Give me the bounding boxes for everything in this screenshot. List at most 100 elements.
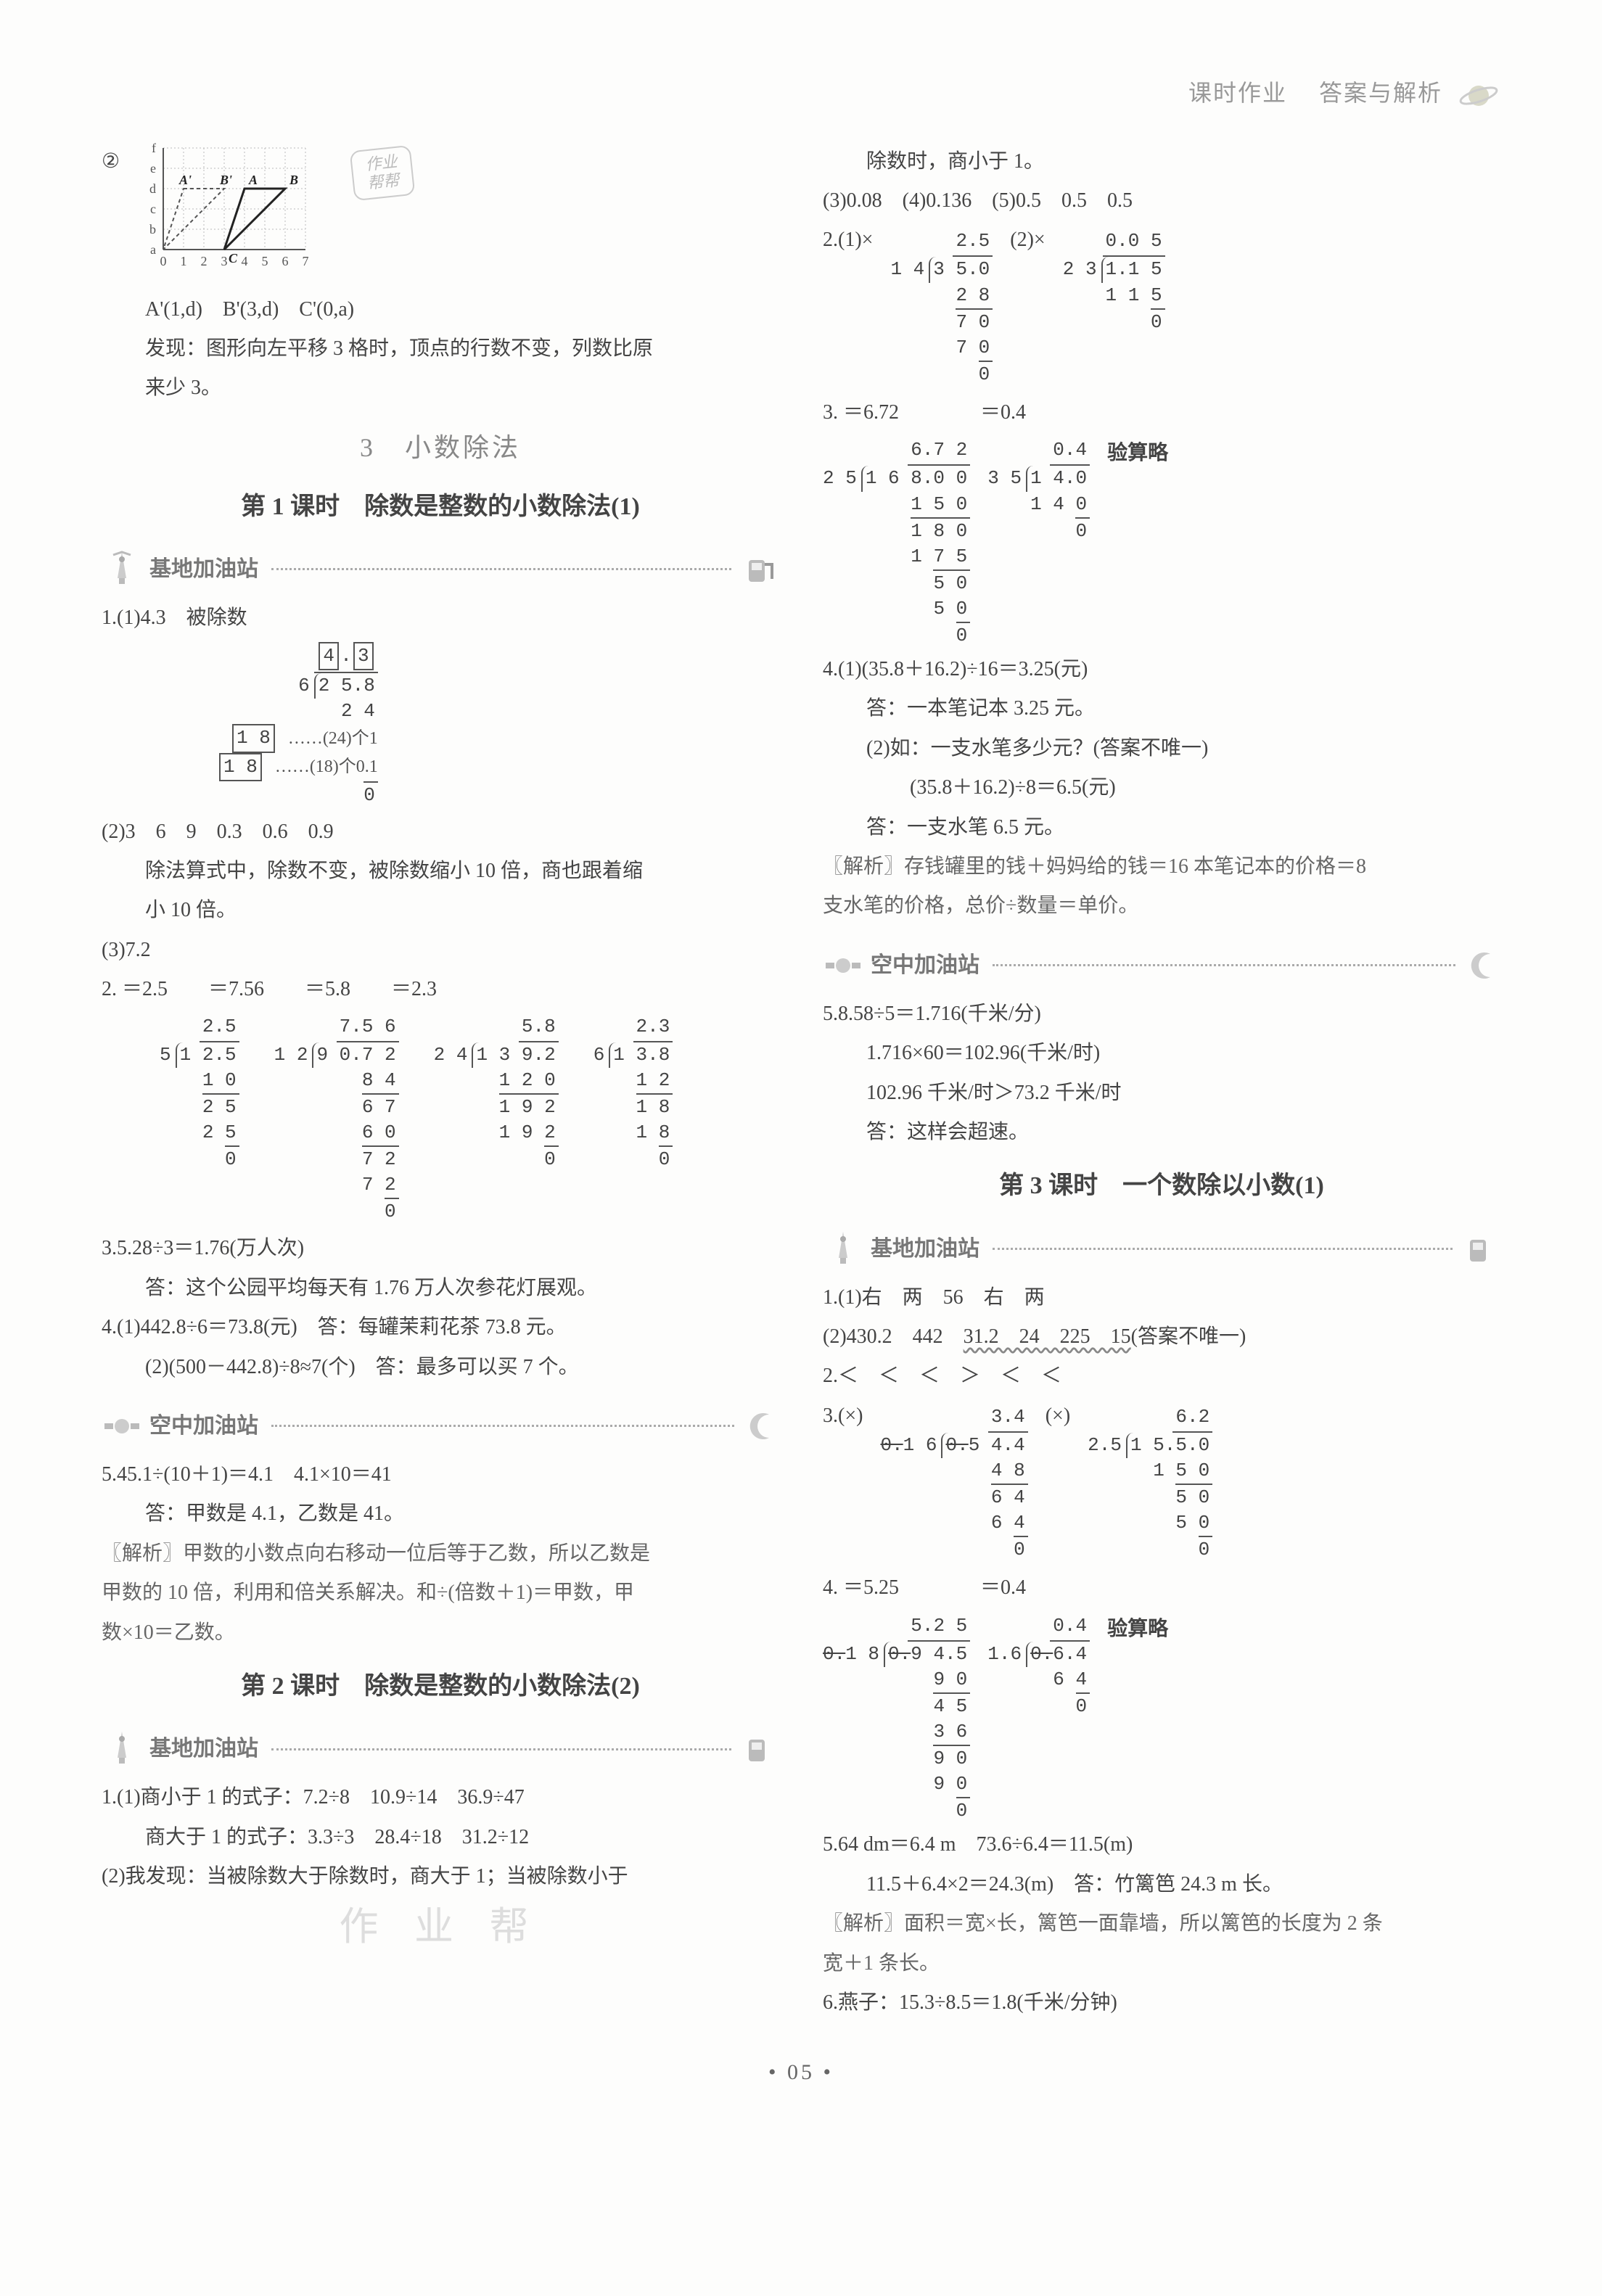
l3-q5b: 11.5＋6.4×2＝24.3(m) 答：竹篱笆 24.3 m 长。 bbox=[823, 1867, 1500, 1903]
left-column: ② fedcba01234567A'AB'BC 作业 帮帮 A'(1,d) B'… bbox=[102, 141, 779, 2025]
r4g: 支水笔的价格，总价÷数量＝单价。 bbox=[823, 888, 1500, 924]
lesson-1-title: 第 1 课时 除数是整数的小数除法(1) bbox=[102, 485, 779, 529]
q5b: 答：甲数是 4.1，乙数是 41。 bbox=[102, 1496, 779, 1532]
lighthouse-icon bbox=[102, 1729, 142, 1769]
stamp-line2: 帮帮 bbox=[366, 171, 400, 194]
l3-q1b-post: (答案不唯一) bbox=[1131, 1325, 1246, 1348]
stamp-line1: 作业 bbox=[364, 152, 398, 174]
r3-head-row: 3. ＝6.72 ＝0.4 bbox=[823, 395, 1500, 431]
svg-text:A': A' bbox=[178, 173, 192, 187]
station-label: 基地加油站 bbox=[871, 1230, 979, 1269]
l3-q5d: 宽＋1 条长。 bbox=[823, 1946, 1500, 1982]
station-dots bbox=[271, 568, 731, 570]
q3b: 答：这个公园平均每天有 1.76 万人次参花灯展观。 bbox=[102, 1270, 779, 1307]
two-column-layout: ② fedcba01234567A'AB'BC 作业 帮帮 A'(1,d) B'… bbox=[102, 141, 1500, 2025]
l3-q5a: 5.64 dm＝6.4 m 73.6÷6.4＝11.5(m) bbox=[823, 1827, 1500, 1863]
svg-text:c: c bbox=[150, 202, 156, 216]
r3-longdiv-1: 6.7 22 51 6 8.0 01 5 01 8 01 7 55 05 00 bbox=[823, 431, 970, 649]
q1-2a: (2)3 6 9 0.3 0.6 0.9 bbox=[102, 814, 779, 850]
l3-q1b-pre: (2)430.2 442 bbox=[823, 1325, 964, 1348]
l3q4-longdiv-1: 5.2 50.1 80.9 4.59 04 53 69 09 00 bbox=[823, 1607, 970, 1824]
dot: . bbox=[340, 645, 352, 667]
l3-q3-row: 3.(×) 3.40.1 60.5 4.44 86 46 40 (×) 6.22… bbox=[823, 1398, 1500, 1563]
r2-longdiv-1: 2.51 43 5.02 87 07 00 bbox=[890, 222, 993, 387]
l3q4-longdiv-2: 0.41.60.6.46 40 bbox=[987, 1607, 1090, 1719]
annot: ……(24)个1 bbox=[276, 727, 378, 750]
lesson-2-title: 第 2 课时 除数是整数的小数除法(2) bbox=[102, 1664, 779, 1708]
r4e: 答：一支水笔 6.5 元。 bbox=[823, 810, 1500, 846]
r4c: (2)如：一支水笔多少元？(答案不唯一) bbox=[823, 731, 1500, 767]
svg-text:a: a bbox=[150, 242, 156, 257]
station-dots bbox=[993, 964, 1455, 966]
r4b: 答：一本笔记本 3.25 元。 bbox=[823, 691, 1500, 727]
r3-row: 6.7 22 51 6 8.0 01 5 01 8 01 7 55 05 00 … bbox=[823, 431, 1500, 649]
r4f: 〖解析〗存钱罐里的钱＋妈妈给的钱＝16 本笔记本的价格＝8 bbox=[823, 849, 1500, 885]
q5a: 5.45.1÷(10＋1)＝4.1 4.1×10＝41 bbox=[102, 1457, 779, 1493]
longdiv-4-3: 4.3 6 2 5.8 2 4 1 8……(24)个1 1 8……(18)个0.… bbox=[218, 642, 378, 808]
l3-q1b: (2)430.2 442 31.2 24 225 15(答案不唯一) bbox=[823, 1319, 1500, 1355]
l2-q1a: 1.(1)商小于 1 的式子：7.2÷8 10.9÷14 36.9÷47 bbox=[102, 1779, 779, 1816]
page-header: 课时作业 答案与解析 bbox=[102, 73, 1500, 115]
r1: (3)0.08 (4)0.136 (5)0.5 0.5 0.5 bbox=[823, 183, 1500, 219]
l2-q1c: (2)我发现：当被除数大于除数时，商大于 1；当被除数小于 bbox=[102, 1859, 779, 1895]
l3-q4-head-row: 4. ＝5.25 ＝0.4 bbox=[823, 1570, 1500, 1606]
r5d: 答：这样会超速。 bbox=[823, 1114, 1500, 1151]
step: 2 4 bbox=[341, 699, 378, 724]
dividend: 2 5.8 bbox=[314, 673, 378, 699]
chapter-3-title: 3 小数除法 bbox=[102, 424, 779, 472]
svg-text:1: 1 bbox=[181, 254, 187, 268]
right-column: 除数时，商小于 1。 (3)0.08 (4)0.136 (5)0.5 0.5 0… bbox=[823, 141, 1500, 2025]
l3q3-longdiv-2: 6.22.51 5.5.01 5 05 05 00 bbox=[1088, 1398, 1212, 1563]
r2-row: 2.(1)× 2.51 43 5.02 87 07 00 (2)× 0.0 52… bbox=[823, 222, 1500, 387]
svg-text:A: A bbox=[248, 173, 258, 187]
finding-2: 来少 3。 bbox=[102, 370, 779, 406]
l3-q1a: 1.(1)右 两 56 右 两 bbox=[823, 1280, 1500, 1316]
annot: ……(18)个0.1 bbox=[263, 755, 378, 778]
svg-text:d: d bbox=[149, 181, 156, 196]
svg-text:f: f bbox=[152, 141, 156, 155]
svg-text:7: 7 bbox=[303, 254, 309, 268]
station-label: 基地加油站 bbox=[149, 1729, 258, 1769]
header-text-2: 答案与解析 bbox=[1319, 80, 1442, 106]
station-sky-1: 空中加油站 bbox=[102, 1406, 779, 1447]
finding-1: 发现：图形向左平移 3 格时，顶点的行数不变，列数比原 bbox=[102, 331, 779, 367]
planet-icon bbox=[1457, 81, 1500, 110]
r5c: 102.96 千米/时＞73.2 千米/时 bbox=[823, 1075, 1500, 1111]
svg-text:C: C bbox=[229, 251, 238, 266]
r2-longdiv-2: 0.0 52 31.1 51 1 50 bbox=[1063, 222, 1165, 387]
q2-longdiv-row: 2.551 2.51 02 52 507.5 61 29 0.7 28 46 7… bbox=[160, 1014, 779, 1225]
q4b: (2)(500－442.8)÷8≈7(个) 答：最多可以买 7 个。 bbox=[102, 1349, 779, 1386]
moon-icon bbox=[747, 1410, 779, 1442]
divisor: 6 bbox=[298, 673, 314, 699]
grid-chart-svg: fedcba01234567A'AB'BC bbox=[141, 141, 330, 286]
l3-q3a: 3.(×) bbox=[823, 1398, 863, 1434]
q1-2b: 除法算式中，除数不变，被除数缩小 10 倍，商也跟着缩 bbox=[102, 853, 779, 889]
r3-head: 3. ＝6.72 ＝0.4 bbox=[823, 395, 1026, 431]
lighthouse-icon bbox=[102, 549, 142, 590]
q5c: 〖解析〗甲数的小数点向右移动一位后等于乙数，所以乙数是 bbox=[102, 1536, 779, 1572]
l2-q1b: 商大于 1 的式子：3.3÷3 28.4÷18 31.2÷12 bbox=[102, 1819, 779, 1856]
box-4: 4 bbox=[319, 642, 339, 670]
svg-text:6: 6 bbox=[282, 254, 289, 268]
l3-q4-row: 5.2 50.1 80.9 4.59 04 53 69 09 00 0.41.6… bbox=[823, 1607, 1500, 1824]
q1-2c: 小 10 倍。 bbox=[102, 892, 779, 929]
station-sky-2: 空中加油站 bbox=[823, 945, 1500, 986]
q5e: 数×10＝乙数。 bbox=[102, 1615, 779, 1651]
r3-longdiv-2: 0.43 51 4.01 4 00 bbox=[987, 431, 1090, 543]
q3a: 3.5.28÷3＝1.76(万人次) bbox=[102, 1230, 779, 1267]
station-dots bbox=[271, 1748, 731, 1750]
l3-q4-head: 4. ＝5.25 ＝0.4 bbox=[823, 1570, 1026, 1606]
step: 0 bbox=[363, 781, 378, 808]
lighthouse-icon bbox=[823, 1229, 863, 1270]
pump-icon bbox=[1466, 1234, 1500, 1264]
circled-2: ② bbox=[102, 144, 120, 180]
l3-q3b: (×) bbox=[1046, 1398, 1070, 1434]
station-dots bbox=[993, 1248, 1453, 1250]
r0: 除数时，商小于 1。 bbox=[823, 144, 1500, 180]
r5b: 1.716×60＝102.96(千米/时) bbox=[823, 1035, 1500, 1071]
station-label: 基地加油站 bbox=[149, 550, 258, 589]
l3-q5c: 〖解析〗面积＝宽×长，篱笆一面靠墙，所以篱笆的长度为 2 条 bbox=[823, 1906, 1500, 1942]
svg-text:2: 2 bbox=[201, 254, 208, 268]
lesson-3-title: 第 3 课时 一个数除以小数(1) bbox=[823, 1164, 1500, 1208]
l3q3-longdiv-1: 3.40.1 60.5 4.44 86 46 40 bbox=[880, 1398, 1027, 1563]
